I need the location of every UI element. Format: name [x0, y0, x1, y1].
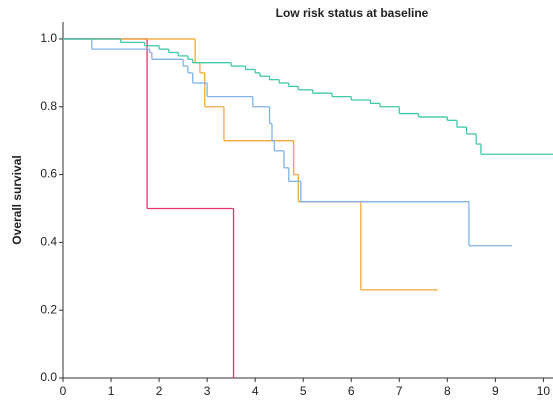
- x-tick-label: 5: [300, 384, 307, 398]
- y-tick-label: 0.0: [40, 370, 57, 384]
- x-tick-label: 6: [348, 384, 355, 398]
- x-tick-label: 10: [537, 384, 551, 398]
- x-tick-label: 2: [156, 384, 163, 398]
- x-tick-label: 1: [108, 384, 115, 398]
- x-tick-label: 7: [396, 384, 403, 398]
- y-tick-label: 0.2: [40, 302, 57, 316]
- y-tick-label: 0.8: [40, 99, 57, 113]
- x-tick-label: 3: [204, 384, 211, 398]
- x-tick-label: 9: [492, 384, 499, 398]
- chart-title: Low risk status at baseline: [276, 6, 429, 20]
- y-tick-label: 0.4: [40, 235, 57, 249]
- x-tick-label: 4: [252, 384, 259, 398]
- y-tick-label: 0.6: [40, 167, 57, 181]
- y-axis-label: Overall survival: [10, 155, 24, 244]
- y-tick-label: 1.0: [40, 31, 57, 45]
- x-tick-label: 8: [444, 384, 451, 398]
- x-tick-label: 0: [60, 384, 67, 398]
